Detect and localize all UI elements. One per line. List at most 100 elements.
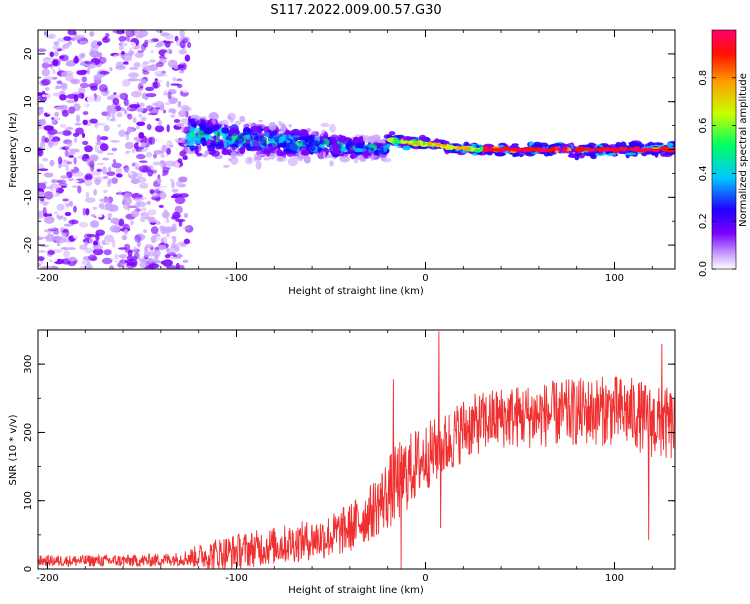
spectrogram-blob <box>189 126 195 135</box>
spectrogram-blob <box>326 154 333 158</box>
spectrogram-blob <box>84 197 96 203</box>
spectrogram-blob <box>107 204 119 212</box>
spectrogram-blob <box>184 54 191 62</box>
spectrogram-core <box>642 148 647 153</box>
spectrogram-blob <box>128 50 133 57</box>
spectrogram-blob <box>137 30 149 38</box>
spectrogram-blob <box>96 168 102 172</box>
spectrogram-blob <box>42 157 49 162</box>
spectrogram-blob <box>185 140 194 147</box>
snr-y-tick-label: 200 <box>23 423 34 442</box>
spectrogram-blob <box>94 178 101 186</box>
spectrogram-blob <box>175 180 183 187</box>
spectrogram-core <box>535 147 541 151</box>
spectrogram-blob <box>122 196 133 205</box>
spectrogram-blob <box>179 193 190 198</box>
spectrogram-blob <box>216 131 221 141</box>
spectrogram-blob <box>183 238 190 245</box>
spectrogram-blob <box>49 64 53 67</box>
spectrogram-blob <box>172 93 182 99</box>
spectrogram-blob <box>377 139 387 144</box>
spectrogram-blob <box>300 149 310 156</box>
spectrogram-blob <box>84 179 93 187</box>
spectrogram-blob <box>71 185 79 189</box>
spectrogram-blob <box>127 78 139 82</box>
snr-x-label: Height of straight line (km) <box>288 585 424 596</box>
spectrogram-blob <box>61 130 72 136</box>
spectrogram-blob <box>159 160 165 165</box>
spectrogram-blob <box>178 49 187 55</box>
spectrogram-blob <box>253 153 257 163</box>
spectrogram-core <box>519 147 523 152</box>
spectrogram-blob <box>81 132 86 138</box>
spectrogram-blob <box>234 139 239 148</box>
spectrogram-blob <box>140 253 144 260</box>
spectrogram-blob <box>161 173 167 177</box>
spectrogram-blob <box>118 45 125 51</box>
spectrogram-blob <box>44 87 50 91</box>
spectrogram-blob <box>68 256 77 262</box>
colorbar-tick-label: 0.2 <box>698 213 709 229</box>
spectrogram-blob <box>139 85 143 89</box>
spectrogram-blob <box>176 123 185 127</box>
spectrogram-blob <box>52 69 56 75</box>
spectrogram-blob <box>107 217 111 220</box>
spectrogram-blob <box>65 61 76 67</box>
spectrogram-blob <box>401 136 412 141</box>
spectrogram-blob <box>182 156 189 161</box>
spectrogram-blob <box>175 218 186 223</box>
spectrogram-blob <box>82 140 89 146</box>
spectrogram-blob <box>177 158 183 164</box>
spectrogram-blob <box>311 131 320 137</box>
spectrogram-blob <box>250 135 258 141</box>
spectrogram-blob <box>48 33 57 39</box>
spectrogram-blob <box>71 180 80 183</box>
spectrogram-blob <box>79 54 85 59</box>
spectrogram-blob <box>49 51 55 58</box>
spectrogram-blob <box>49 265 59 269</box>
spectrogram-blob <box>145 152 153 158</box>
spectrogram-blob <box>40 197 45 202</box>
spectrogram-blob <box>164 160 176 167</box>
spectrogram-blob <box>127 171 138 179</box>
spectrogram-blob <box>182 225 190 230</box>
spectrogram-blob <box>123 228 128 235</box>
spectrogram-blob <box>78 87 86 95</box>
spectrogram-blob <box>298 146 308 150</box>
spectrogram-blob <box>131 162 139 168</box>
spectrogram-blob <box>128 72 140 78</box>
spectrogram-blob <box>127 265 132 269</box>
spectrogram-blob <box>288 143 299 152</box>
spectrogram-blob <box>66 247 77 251</box>
spectrogram-blob <box>96 134 102 143</box>
spectrogram-blob <box>44 92 51 99</box>
spectrogram-blob <box>103 249 112 256</box>
spectrogram-blob <box>138 132 145 139</box>
spectrogram-blob <box>39 141 46 149</box>
spectrogram-blob <box>63 36 72 41</box>
spectrogram-blob <box>156 244 167 251</box>
spectrogram-blob <box>329 123 336 133</box>
spectrogram-blob <box>170 180 175 189</box>
spectrogram-blob <box>153 249 161 258</box>
spectrogram-blob <box>41 62 50 69</box>
spectrogram-y-tick-label: -20 <box>23 237 34 253</box>
spectrogram-blob <box>45 238 55 242</box>
spectrogram-blob <box>154 80 163 83</box>
spectrogram-blob <box>140 212 144 216</box>
spectrogram-core <box>386 139 394 142</box>
spectrogram-blob <box>86 174 93 180</box>
spectrogram-blob <box>86 234 97 238</box>
spectrogram-blob <box>101 111 109 116</box>
spectrogram-blob <box>193 142 198 145</box>
spectrogram-blob <box>203 127 213 135</box>
spectrogram-blob <box>125 152 136 160</box>
spectrogram-blob <box>90 170 102 176</box>
spectrogram-blob <box>84 61 93 65</box>
spectrogram-blob <box>68 106 76 114</box>
spectrogram-blob <box>58 182 68 187</box>
spectrogram-core <box>399 141 407 144</box>
spectrogram-blob <box>166 124 170 133</box>
spectrogram-blob <box>46 107 57 115</box>
spectrogram-blob <box>180 85 192 93</box>
